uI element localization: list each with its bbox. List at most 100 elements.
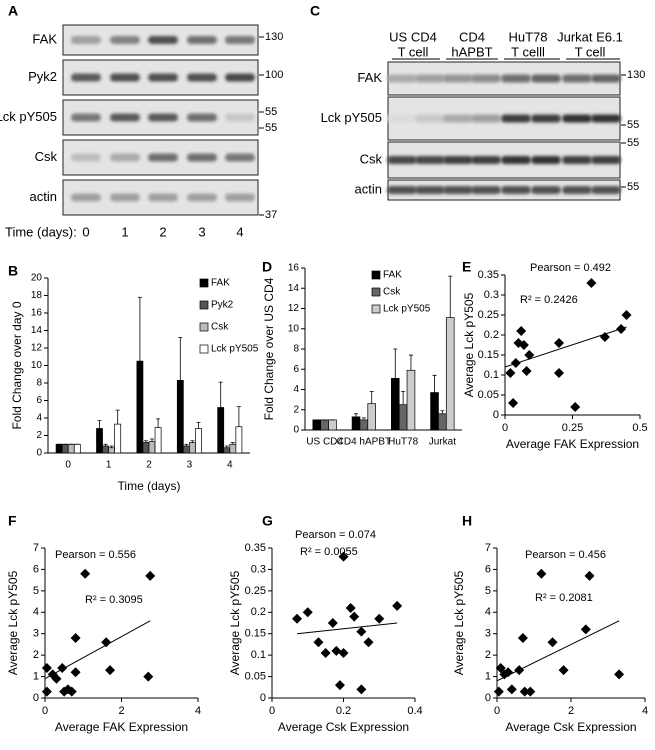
bar	[176, 380, 184, 454]
bar	[67, 443, 75, 454]
blot-band	[471, 186, 501, 194]
y-tick-label: 8	[293, 344, 299, 355]
bar	[142, 442, 150, 454]
row-label: actin	[355, 181, 382, 196]
y-tick-label: 6	[36, 395, 42, 406]
mw-marker: 55	[265, 122, 277, 134]
panel-label: H	[462, 513, 472, 529]
annotation: Pearson = 0.556	[55, 549, 136, 561]
panel-label: F	[8, 513, 17, 529]
annotation: Pearson = 0.456	[525, 549, 606, 561]
lane-header: CD4	[459, 29, 485, 44]
bar	[154, 427, 162, 454]
bar	[102, 445, 109, 454]
blot-band	[443, 156, 473, 164]
bar	[61, 443, 69, 454]
x-tick-label: 4	[195, 705, 201, 717]
blot-band	[187, 193, 217, 202]
error-bar	[115, 409, 120, 425]
mw-marker: 55	[627, 119, 639, 131]
y-tick-label: 10	[288, 323, 300, 334]
x-tick-label: 0	[65, 460, 71, 471]
blot-band	[531, 156, 561, 164]
lane-title: Time (days):	[5, 224, 77, 239]
bar	[438, 413, 447, 431]
bar	[73, 443, 81, 454]
x-tick-label: 0.25	[562, 422, 583, 434]
y-tick-label: 4	[36, 413, 42, 424]
annotation: R² = 0.0055	[300, 546, 358, 558]
blot-band	[187, 113, 217, 122]
bar	[391, 378, 400, 431]
bar	[195, 428, 202, 454]
error-bar	[448, 275, 453, 318]
scatter-point	[525, 686, 536, 697]
y-tick-label: 20	[31, 273, 43, 284]
lane-header: US CD4	[389, 29, 437, 44]
scatter-point	[558, 665, 569, 676]
bar	[367, 403, 376, 431]
bar	[114, 423, 122, 454]
x-tick-label: CD4 hAPBT	[337, 437, 391, 448]
y-tick-label: 5	[485, 585, 491, 597]
scatter-point	[80, 568, 91, 579]
scatter-point	[51, 673, 62, 684]
scatter-point	[505, 368, 516, 378]
error-bar	[137, 296, 142, 362]
bar	[182, 445, 190, 454]
blot-band	[415, 186, 445, 194]
y-tick-label: 7	[485, 542, 491, 554]
bar	[430, 392, 439, 431]
scatter-point	[580, 624, 591, 635]
y-tick-label: 2	[36, 430, 42, 441]
scatter-point	[493, 686, 504, 697]
scatter-point	[517, 633, 528, 643]
x-axis-label: Average Csk Expression	[505, 720, 636, 734]
lane-header: T cell	[398, 44, 429, 59]
y-tick-label: 0.25	[478, 309, 499, 321]
bar	[55, 443, 63, 454]
scatter-point	[503, 667, 514, 678]
trendline	[504, 326, 627, 368]
blot-band	[71, 36, 101, 44]
blot-band	[562, 74, 592, 83]
x-axis-label: Time (days)	[118, 479, 181, 493]
y-tick-label: 0	[36, 448, 42, 459]
error-bar	[440, 410, 445, 414]
lane-label: 0	[82, 224, 89, 239]
scatter-point	[392, 600, 403, 611]
scatter-point	[41, 663, 52, 673]
y-tick-label: 3	[485, 628, 491, 640]
scatter-point	[518, 340, 529, 350]
blot-band	[501, 74, 531, 83]
blot-band	[225, 153, 255, 162]
scatter-point	[506, 684, 517, 695]
blot-band	[591, 74, 621, 83]
y-tick-label: 1	[33, 670, 39, 682]
blot-band	[415, 156, 445, 164]
lane-label: 4	[236, 224, 243, 239]
scatter-point	[327, 618, 338, 628]
error-bar	[190, 440, 195, 443]
scatter-point	[495, 663, 506, 673]
x-tick-label: 0.2	[336, 705, 351, 717]
mw-marker: 55	[265, 106, 277, 118]
scatter-point	[66, 686, 77, 697]
x-tick-label: 4	[227, 460, 233, 471]
bar	[328, 419, 337, 431]
y-tick-label: 0.05	[245, 670, 266, 682]
x-axis-label: Average FAK Expression	[506, 437, 639, 451]
error-bar	[354, 413, 359, 417]
bar	[359, 419, 369, 431]
y-tick-label: 18	[31, 290, 43, 301]
blot-band	[415, 74, 445, 83]
row-label: actin	[30, 189, 57, 204]
legend-label: FAK	[383, 270, 402, 281]
scatter-point	[101, 637, 112, 648]
y-tick-label: 6	[33, 563, 39, 575]
y-tick-label: 4	[33, 606, 39, 618]
blot-band	[443, 186, 473, 194]
scatter-point	[320, 648, 331, 658]
trendline	[296, 622, 398, 635]
scatter-point	[516, 326, 527, 336]
